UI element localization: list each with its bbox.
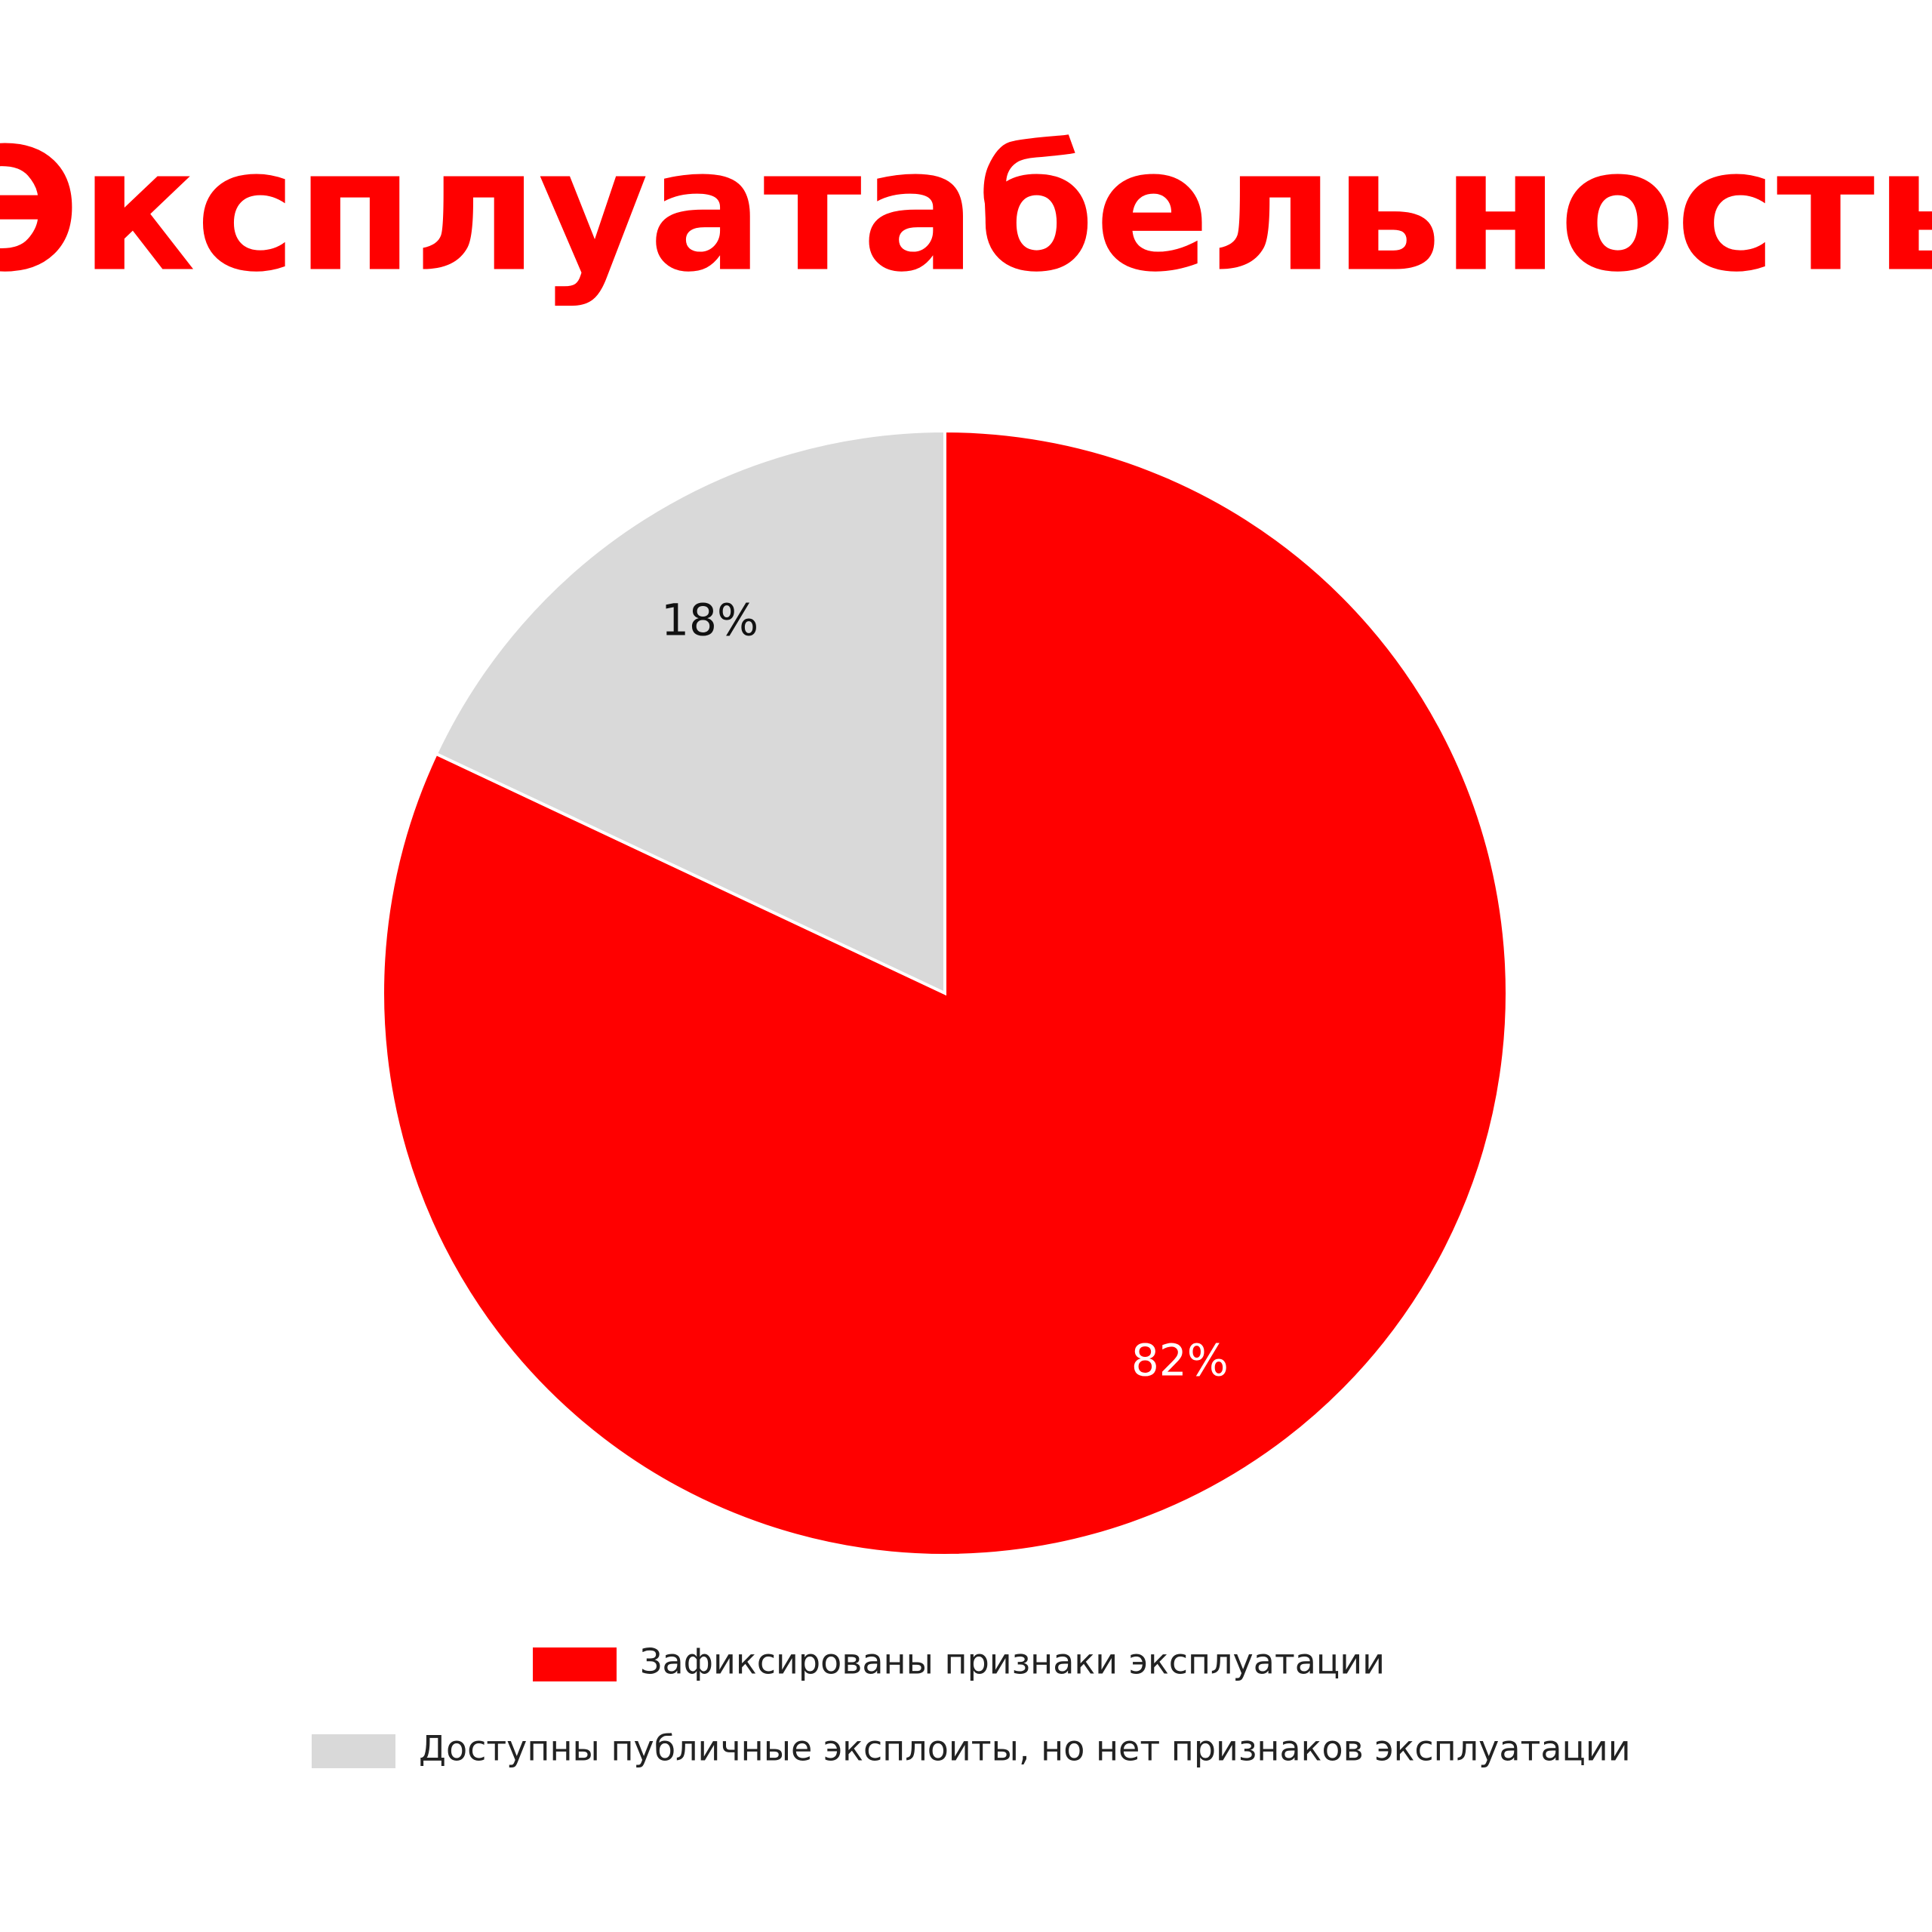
legend-swatch [312,1734,395,1768]
data-label: 82% [1131,1335,1229,1386]
legend-swatch [533,1647,617,1681]
legend-label: Доступны публичные эксплоиты, но нет при… [419,1728,1631,1769]
data-label: 18% [661,594,758,645]
legend-label: Зафиксированы признаки эксплуатации [640,1641,1385,1682]
pie-slice [434,429,946,996]
chart-title: Эксплуатабельность [0,112,1932,310]
